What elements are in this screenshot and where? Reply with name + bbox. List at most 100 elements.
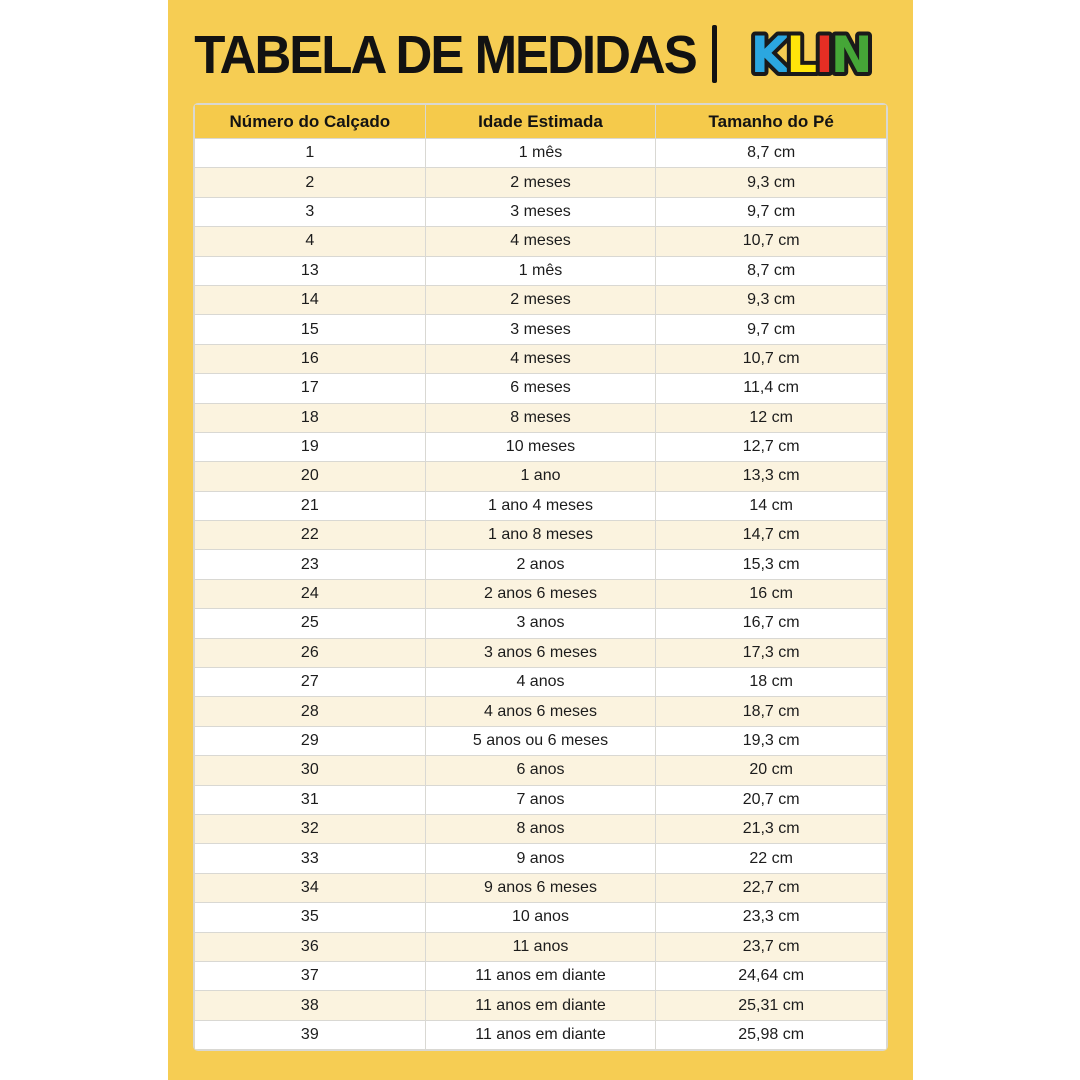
table-body: 1 1 mês 8,7 cm 2 2 meses 9,3 cm 3 3 mese… xyxy=(194,137,887,1051)
cell-idade-estimada: 4 anos 6 meses xyxy=(424,696,657,727)
table-row: 16 4 meses 10,7 cm xyxy=(194,343,887,375)
cell-idade-estimada: 1 mês xyxy=(424,255,657,286)
cell-tamanho-pe: 16,7 cm xyxy=(655,608,887,639)
cell-tamanho-pe: 14,7 cm xyxy=(655,520,887,551)
table-row: 25 3 anos 16,7 cm xyxy=(194,608,887,639)
cell-idade-estimada: 6 meses xyxy=(424,373,657,404)
cell-tamanho-pe: 20 cm xyxy=(655,755,887,786)
cell-tamanho-pe: 20,7 cm xyxy=(655,784,887,815)
table-row: 13 1 mês 8,7 cm xyxy=(194,255,887,286)
cell-idade-estimada: 3 anos 6 meses xyxy=(424,637,657,669)
cell-numero-calcado: 38 xyxy=(194,990,426,1021)
cell-tamanho-pe: 23,7 cm xyxy=(655,931,887,962)
cell-numero-calcado: 32 xyxy=(194,813,426,845)
cell-tamanho-pe: 25,98 cm xyxy=(655,1019,887,1051)
cell-numero-calcado: 33 xyxy=(194,843,426,874)
table-header-row: Número do Calçado Idade Estimada Tamanho… xyxy=(194,104,887,139)
cell-idade-estimada: 8 anos xyxy=(424,813,657,845)
cell-numero-calcado: 16 xyxy=(194,343,426,375)
klin-logo: KLIN xyxy=(746,22,876,87)
cell-idade-estimada: 3 meses xyxy=(424,196,657,228)
cell-numero-calcado: 26 xyxy=(194,637,426,669)
cell-numero-calcado: 17 xyxy=(194,373,426,404)
cell-idade-estimada: 4 meses xyxy=(424,226,657,257)
cell-tamanho-pe: 11,4 cm xyxy=(655,373,887,404)
table-row: 27 4 anos 18 cm xyxy=(194,667,887,698)
cell-numero-calcado: 29 xyxy=(194,725,426,757)
table-row: 3 3 meses 9,7 cm xyxy=(194,196,887,228)
size-table: Número do Calçado Idade Estimada Tamanho… xyxy=(194,104,887,1051)
cell-idade-estimada: 9 anos 6 meses xyxy=(424,872,657,904)
table-row: 39 11 anos em diante 25,98 cm xyxy=(194,1019,887,1051)
cell-tamanho-pe: 9,7 cm xyxy=(655,314,887,345)
cell-idade-estimada: 2 anos xyxy=(424,549,657,580)
cell-idade-estimada: 9 anos xyxy=(424,843,657,874)
column-header-tamanho-pe: Tamanho do Pé xyxy=(655,104,887,139)
cell-numero-calcado: 1 xyxy=(194,137,426,169)
cell-numero-calcado: 35 xyxy=(194,902,426,933)
cell-numero-calcado: 20 xyxy=(194,461,426,492)
cell-idade-estimada: 1 ano 8 meses xyxy=(424,520,657,551)
cell-idade-estimada: 6 anos xyxy=(424,755,657,786)
table-row: 34 9 anos 6 meses 22,7 cm xyxy=(194,872,887,904)
table-row: 33 9 anos 22 cm xyxy=(194,843,887,874)
table-row: 22 1 ano 8 meses 14,7 cm xyxy=(194,520,887,551)
cell-idade-estimada: 2 meses xyxy=(424,167,657,198)
table-row: 23 2 anos 15,3 cm xyxy=(194,549,887,580)
klin-logo-letter: N xyxy=(830,26,869,84)
cell-idade-estimada: 2 meses xyxy=(424,284,657,316)
cell-numero-calcado: 4 xyxy=(194,226,426,257)
cell-tamanho-pe: 13,3 cm xyxy=(655,461,887,492)
table-row: 19 10 meses 12,7 cm xyxy=(194,431,887,463)
cell-tamanho-pe: 21,3 cm xyxy=(655,813,887,845)
cell-numero-calcado: 19 xyxy=(194,431,426,463)
table-row: 37 11 anos em diante 24,64 cm xyxy=(194,960,887,992)
table-row: 32 8 anos 21,3 cm xyxy=(194,813,887,845)
cell-tamanho-pe: 14 cm xyxy=(655,490,887,522)
cell-idade-estimada: 7 anos xyxy=(424,784,657,815)
page-title: TABELA DE MEDIDAS xyxy=(194,23,697,85)
yellow-panel: TABELA DE MEDIDAS KLIN Número do Calçado… xyxy=(168,0,913,1080)
size-table-container: Número do Calçado Idade Estimada Tamanho… xyxy=(194,104,887,1051)
cell-idade-estimada: 11 anos em diante xyxy=(424,1019,657,1051)
cell-tamanho-pe: 9,3 cm xyxy=(655,284,887,316)
cell-tamanho-pe: 9,3 cm xyxy=(655,167,887,198)
table-row: 24 2 anos 6 meses 16 cm xyxy=(194,578,887,610)
cell-tamanho-pe: 24,64 cm xyxy=(655,960,887,992)
cell-numero-calcado: 37 xyxy=(194,960,426,992)
cell-idade-estimada: 10 meses xyxy=(424,431,657,463)
cell-idade-estimada: 11 anos em diante xyxy=(424,990,657,1021)
cell-numero-calcado: 15 xyxy=(194,314,426,345)
cell-numero-calcado: 36 xyxy=(194,931,426,962)
cell-tamanho-pe: 12 cm xyxy=(655,402,887,433)
table-row: 29 5 anos ou 6 meses 19,3 cm xyxy=(194,725,887,757)
cell-tamanho-pe: 16 cm xyxy=(655,578,887,610)
cell-numero-calcado: 2 xyxy=(194,167,426,198)
title-separator-bar xyxy=(711,25,717,83)
cell-tamanho-pe: 19,3 cm xyxy=(655,725,887,757)
klin-logo-text: KLIN xyxy=(750,26,869,84)
cell-numero-calcado: 21 xyxy=(194,490,426,522)
cell-tamanho-pe: 12,7 cm xyxy=(655,431,887,463)
cell-tamanho-pe: 10,7 cm xyxy=(655,343,887,375)
cell-idade-estimada: 4 anos xyxy=(424,667,657,698)
table-row: 15 3 meses 9,7 cm xyxy=(194,314,887,345)
table-row: 4 4 meses 10,7 cm xyxy=(194,226,887,257)
cell-numero-calcado: 27 xyxy=(194,667,426,698)
cell-tamanho-pe: 23,3 cm xyxy=(655,902,887,933)
table-header: Número do Calçado Idade Estimada Tamanho… xyxy=(194,104,887,139)
cell-idade-estimada: 1 ano 4 meses xyxy=(424,490,657,522)
cell-numero-calcado: 39 xyxy=(194,1019,426,1051)
table-row: 17 6 meses 11,4 cm xyxy=(194,373,887,404)
cell-idade-estimada: 1 mês xyxy=(424,137,657,169)
cell-tamanho-pe: 22 cm xyxy=(655,843,887,874)
cell-idade-estimada: 3 meses xyxy=(424,314,657,345)
cell-idade-estimada: 3 anos xyxy=(424,608,657,639)
cell-tamanho-pe: 18 cm xyxy=(655,667,887,698)
cell-tamanho-pe: 8,7 cm xyxy=(655,137,887,169)
cell-numero-calcado: 14 xyxy=(194,284,426,316)
cell-idade-estimada: 5 anos ou 6 meses xyxy=(424,725,657,757)
cell-numero-calcado: 31 xyxy=(194,784,426,815)
cell-idade-estimada: 11 anos em diante xyxy=(424,960,657,992)
cell-idade-estimada: 11 anos xyxy=(424,931,657,962)
